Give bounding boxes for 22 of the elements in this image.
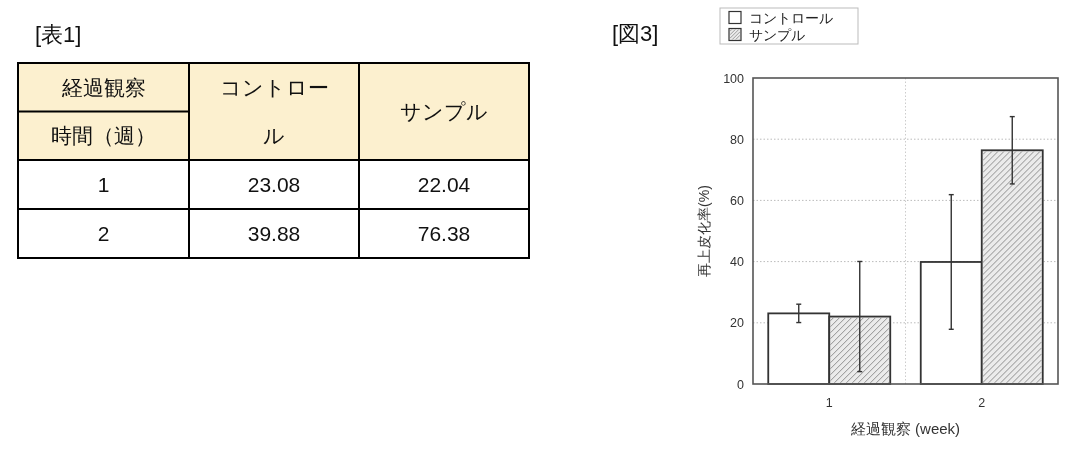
text: 76.38 [417,222,471,246]
legend-label: コントロール [749,9,833,26]
y-tick-label: 40 [730,255,745,270]
text: 22.04 [417,173,471,197]
y-tick-label: 0 [737,377,745,392]
y-tick-label: 20 [730,316,745,331]
y-axis-title: 再上皮化率(%) [696,185,712,277]
chart-title: [図3] [612,21,659,46]
y-tick-label: 80 [730,132,745,147]
text: [表1] [35,22,82,47]
text: 2 [97,222,110,246]
y-tick-label: 100 [723,71,745,86]
legend-label: サンプル [749,26,805,43]
x-axis-title: 経過観察 (week) [849,420,961,437]
text: 時間（週） [51,124,156,148]
text: コントロール [219,75,329,148]
text: 39.88 [247,222,301,246]
y-tick-label: 60 [730,193,745,208]
text: 1 [97,173,110,197]
text: サンプル [400,100,488,124]
text: 経過観察 [60,75,146,99]
text: 23.08 [247,173,301,197]
